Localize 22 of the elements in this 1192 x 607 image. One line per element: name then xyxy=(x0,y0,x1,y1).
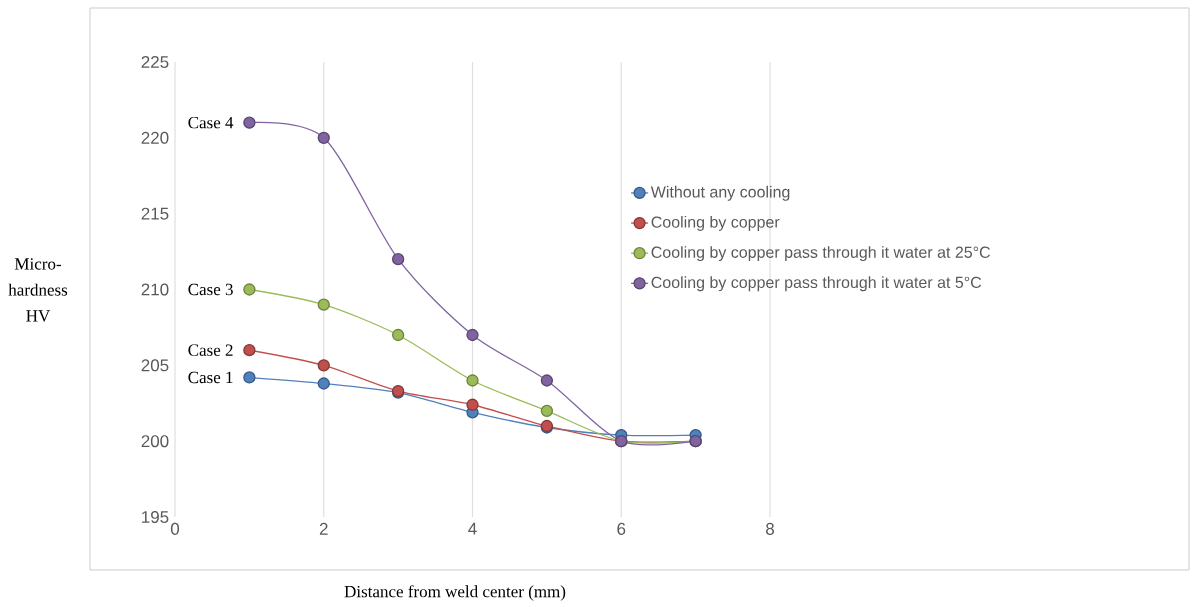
legend-label: Cooling by copper pass through it water at 25°C xyxy=(651,246,991,262)
legend-label: Cooling by copper xyxy=(651,216,780,231)
x-tick-label: 2 xyxy=(319,522,328,535)
y-tick-label: 195 xyxy=(142,510,169,524)
x-axis-title: Distance from weld center (mm) xyxy=(344,585,566,601)
y-axis-title: Micro-hardness HV xyxy=(8,258,68,322)
y-tick-label: 205 xyxy=(141,359,169,372)
x-tick-label: 4 xyxy=(468,522,477,535)
y-tick-label: 215 xyxy=(141,207,169,220)
y-tick-label: 220 xyxy=(141,131,169,144)
y-tick-label: 225 xyxy=(141,55,169,69)
x-tick-label: 0 xyxy=(170,522,180,535)
y-tick-label: 200 xyxy=(141,435,169,448)
annotation: Case 3 xyxy=(188,283,233,296)
y-tick-label: 210 xyxy=(141,283,169,296)
annotation: Case 4 xyxy=(188,116,234,129)
legend-label: Without any cooling xyxy=(650,185,790,201)
x-tick-label: 8 xyxy=(766,522,774,535)
annotation: Case 1 xyxy=(188,371,233,384)
x-tick-label: 6 xyxy=(617,522,626,535)
annotation: Case 2 xyxy=(188,344,233,356)
legend-label: Cooling by copper pass through it water at 5°C xyxy=(651,276,982,292)
